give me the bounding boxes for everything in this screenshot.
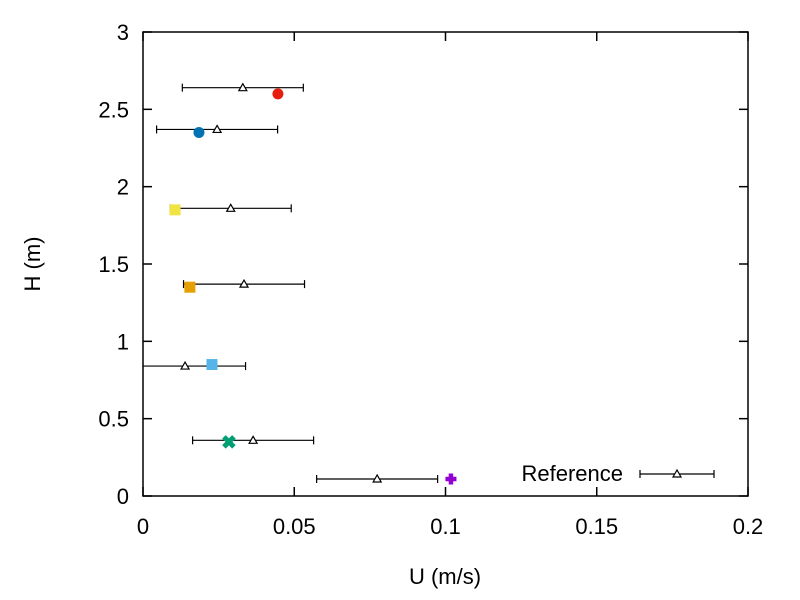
reference-point: [143, 360, 247, 371]
reference-marker: [372, 473, 383, 483]
reference-marker: [180, 360, 191, 370]
data-point-square: [206, 359, 218, 371]
reference-point: [156, 124, 279, 134]
plot-frame: [142, 31, 749, 497]
y-tick-label: 1: [117, 329, 129, 354]
x-tick-label: 0.05: [273, 514, 316, 539]
x-axis-label: U (m/s): [409, 564, 481, 589]
reference-point: [181, 82, 304, 92]
y-tick-label: 3: [117, 20, 129, 45]
x-tick-label: 0.1: [430, 514, 461, 539]
data-point-circle: [193, 127, 205, 139]
y-tick-label: 0: [117, 484, 129, 509]
reference-marker: [248, 435, 259, 444]
y-tick-label: 1.5: [98, 252, 129, 277]
data-point-cross: [222, 435, 236, 449]
data-point-plus: [445, 473, 457, 485]
legend-label-reference: Reference: [521, 461, 623, 486]
y-tick-label: 2.5: [98, 97, 129, 122]
x-tick-label: 0.2: [733, 514, 764, 539]
y-tick-label: 2: [117, 175, 129, 200]
reference-point: [169, 203, 292, 213]
reference-marker: [239, 278, 250, 288]
reference-marker: [225, 203, 236, 212]
legend: Reference: [521, 461, 715, 486]
data-point-circle: [272, 88, 284, 100]
reference-point: [182, 278, 306, 289]
y-tick-label: 0.5: [98, 407, 129, 432]
x-tick-label: 0.15: [575, 514, 618, 539]
reference-point: [316, 473, 439, 483]
legend-sample-marker: [671, 468, 683, 478]
reference-point: [192, 435, 315, 445]
data-point-square: [184, 281, 196, 293]
y-axis-label: H (m): [20, 237, 45, 292]
x-tick-label: 0: [137, 514, 149, 539]
reference-marker: [212, 124, 223, 134]
reference-marker: [237, 82, 248, 92]
data-point-square: [169, 204, 181, 216]
